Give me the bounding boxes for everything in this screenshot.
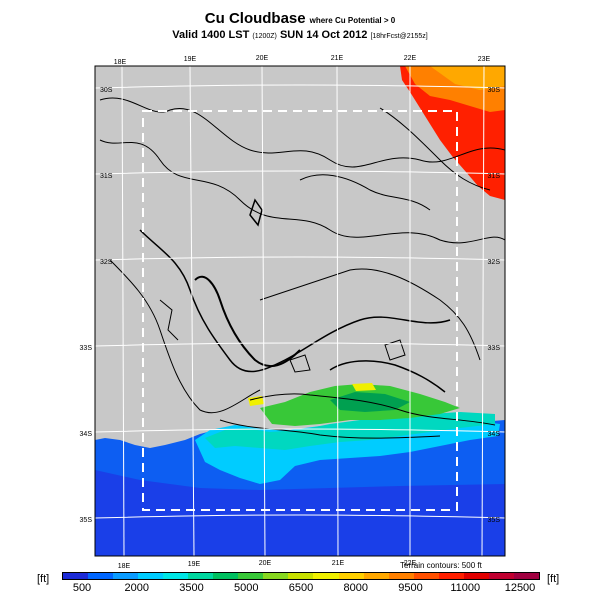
lon-label-bottom: 20E xyxy=(259,560,272,567)
lon-label-top: 19E xyxy=(184,56,197,63)
colorbar-swatch xyxy=(313,573,339,579)
lat-label-left: 32S xyxy=(100,259,113,266)
lon-label-top: 20E xyxy=(256,55,269,62)
cloudbase-yellow-patch-2 xyxy=(352,383,376,391)
colorbar-swatch xyxy=(238,573,264,579)
lat-label-left: 33S xyxy=(80,345,93,352)
lon-label-top: 21E xyxy=(331,55,344,62)
terrain-contours xyxy=(99,97,505,439)
colorbar-swatch xyxy=(338,573,364,579)
forecast-run: [18hrFcst@2155z] xyxy=(370,33,428,40)
cloudbase-yellow-patch xyxy=(248,396,264,406)
utc-time: (1200Z) xyxy=(252,33,277,40)
lat-label-left: 35S xyxy=(80,517,93,524)
colorbar xyxy=(62,572,540,580)
lat-label-right: 31S xyxy=(488,173,501,180)
cloudbase-teal-band xyxy=(205,412,495,450)
forecast-inner-box xyxy=(142,110,458,511)
colorbar-swatch xyxy=(388,573,414,579)
colorbar-swatch xyxy=(413,573,439,579)
colorbar-unit-left: [ft] xyxy=(37,573,50,585)
colorbar-swatch xyxy=(263,573,289,579)
colorbar-label: 2000 xyxy=(124,582,149,594)
lon-label-bottom: 19E xyxy=(188,561,201,568)
colorbar-swatch xyxy=(213,573,239,579)
lat-label-right: 35S xyxy=(488,517,501,524)
lon-label-bottom: 21E xyxy=(332,560,345,567)
valid-time: Valid 1400 LST xyxy=(172,29,250,41)
colorbar-swatch xyxy=(288,573,314,579)
colorbar-swatch xyxy=(438,573,464,579)
cloudbase-yelloworange-northeast xyxy=(430,66,505,90)
colorbar-swatch xyxy=(138,573,164,579)
colorbar-labels: 500 2000 3500 5000 6500 8000 9500 11000 12500 xyxy=(62,582,540,596)
contour-interval-note: Terrain contours: 500 ft xyxy=(400,561,482,570)
lat-label-right: 32S xyxy=(488,259,501,266)
colorbar-swatch xyxy=(363,573,389,579)
colorbar-swatch xyxy=(188,573,214,579)
lon-label-bottom: 22E xyxy=(404,560,417,567)
lat-label-right: 30S xyxy=(488,87,501,94)
colorbar-label: 500 xyxy=(72,582,92,594)
deep-sea-area xyxy=(95,470,505,556)
forecast-date: SUN 14 Oct 2012 xyxy=(279,29,368,41)
title-text: Cu Cloudbase xyxy=(204,10,306,27)
lat-label-right: 34S xyxy=(488,431,501,438)
latlon-grid xyxy=(95,66,505,556)
lon-label-top: 22E xyxy=(404,55,417,62)
lon-label-top: 18E xyxy=(114,59,127,66)
lon-label-bottom: 18E xyxy=(118,563,131,570)
colorbar-unit-right: [ft] xyxy=(547,573,560,585)
colorbar-swatch xyxy=(63,573,89,579)
colorbar-label: 11000 xyxy=(450,582,481,594)
colorbar-label: 5000 xyxy=(234,582,259,594)
lat-label-right: 33S xyxy=(488,345,501,352)
lat-label-left: 31S xyxy=(100,173,113,180)
colorbar-swatch xyxy=(88,573,114,579)
colorbar-label: 8000 xyxy=(343,582,368,594)
map-frame xyxy=(94,65,506,557)
lon-label-top: 23E xyxy=(478,56,491,63)
colorbar-swatch xyxy=(113,573,139,579)
colorbar-label: 12500 xyxy=(504,582,536,594)
colorbar-label: 3500 xyxy=(179,582,204,594)
colorbar-swatch xyxy=(488,573,514,579)
valid-time-line: Valid 1400 LST (1200Z) SUN 14 Oct 2012 [… xyxy=(0,29,600,41)
colorbar-swatch xyxy=(463,573,489,579)
colorbar-label: 9500 xyxy=(398,582,423,594)
colorbar-label: 6500 xyxy=(288,582,314,594)
title-note: where Cu Potential > 0 xyxy=(309,16,396,25)
colorbar-swatch xyxy=(513,573,539,579)
colorbar-swatch xyxy=(163,573,189,579)
lat-label-left: 34S xyxy=(80,431,93,438)
lat-label-left: 30S xyxy=(100,87,113,94)
map-title: Cu Cloudbase where Cu Potential > 0 xyxy=(0,10,600,27)
